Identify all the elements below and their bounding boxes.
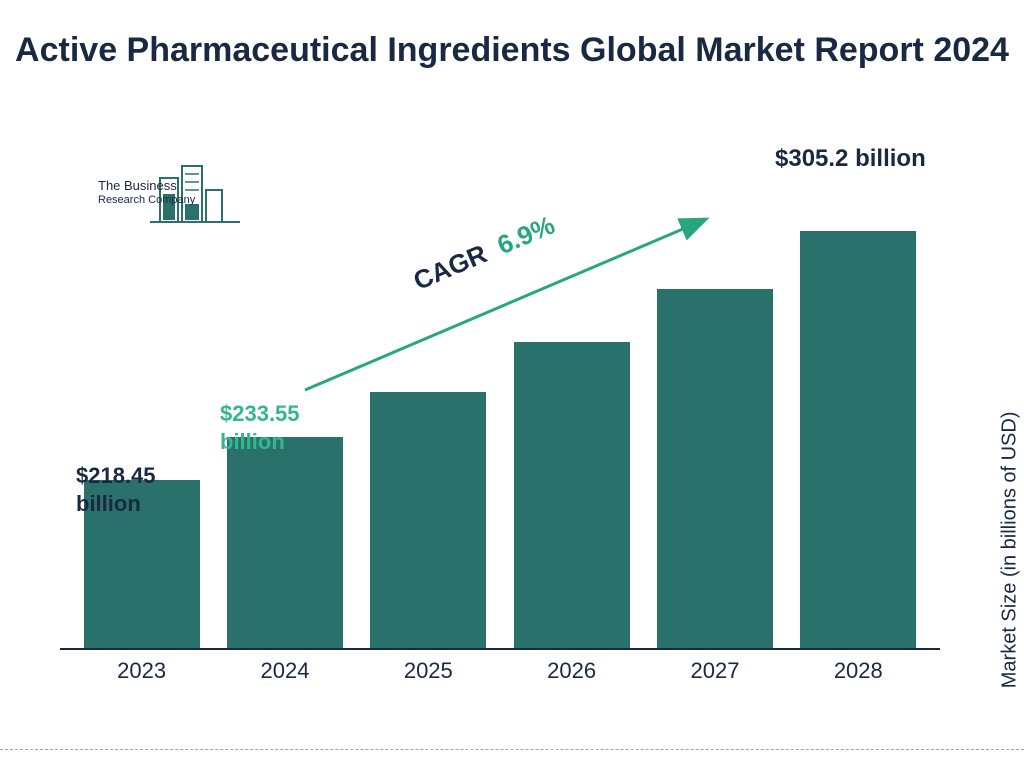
footer-divider (0, 749, 1024, 750)
y-axis-label: Market Size (in billions of USD) (999, 412, 1022, 689)
cagr-arrow (0, 0, 1024, 768)
